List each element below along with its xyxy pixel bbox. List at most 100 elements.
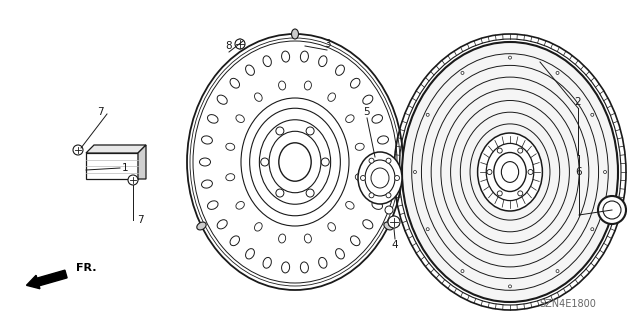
Ellipse shape — [202, 180, 212, 188]
Ellipse shape — [372, 201, 383, 209]
Ellipse shape — [328, 223, 335, 231]
Ellipse shape — [282, 51, 290, 62]
Ellipse shape — [335, 65, 344, 75]
Ellipse shape — [230, 236, 239, 246]
Ellipse shape — [236, 115, 244, 122]
Circle shape — [497, 191, 502, 196]
Ellipse shape — [279, 143, 311, 181]
Ellipse shape — [200, 158, 211, 166]
Ellipse shape — [207, 115, 218, 123]
Circle shape — [487, 169, 492, 174]
Circle shape — [73, 145, 83, 155]
Ellipse shape — [319, 56, 327, 67]
Text: 4: 4 — [392, 240, 398, 250]
Ellipse shape — [202, 136, 212, 144]
Ellipse shape — [226, 143, 235, 150]
Circle shape — [591, 113, 594, 116]
Circle shape — [518, 191, 523, 196]
Text: 7: 7 — [137, 215, 143, 225]
Ellipse shape — [305, 234, 312, 243]
Ellipse shape — [236, 202, 244, 209]
Ellipse shape — [187, 34, 403, 290]
Ellipse shape — [355, 143, 364, 150]
Circle shape — [386, 193, 391, 198]
Text: 3: 3 — [324, 39, 330, 49]
Ellipse shape — [291, 29, 298, 39]
Ellipse shape — [255, 93, 262, 101]
Circle shape — [413, 170, 417, 174]
Circle shape — [528, 169, 533, 174]
Ellipse shape — [363, 220, 373, 229]
Ellipse shape — [207, 201, 218, 209]
Circle shape — [556, 71, 559, 74]
Ellipse shape — [402, 42, 618, 302]
Ellipse shape — [263, 56, 271, 67]
Ellipse shape — [335, 249, 344, 259]
Text: 8: 8 — [226, 41, 232, 51]
Ellipse shape — [278, 234, 285, 243]
Ellipse shape — [217, 220, 227, 229]
Ellipse shape — [246, 249, 255, 259]
Ellipse shape — [477, 133, 543, 211]
Circle shape — [604, 170, 607, 174]
Circle shape — [306, 189, 314, 197]
Circle shape — [598, 196, 626, 224]
Ellipse shape — [230, 78, 239, 88]
Circle shape — [235, 39, 245, 49]
Ellipse shape — [300, 51, 308, 62]
Circle shape — [260, 158, 269, 166]
Circle shape — [369, 193, 374, 198]
Polygon shape — [236, 39, 244, 49]
Ellipse shape — [351, 78, 360, 88]
Ellipse shape — [255, 223, 262, 231]
Ellipse shape — [226, 174, 235, 181]
Circle shape — [386, 158, 391, 163]
Text: 2: 2 — [575, 97, 581, 107]
Circle shape — [556, 270, 559, 272]
Circle shape — [276, 127, 284, 135]
Circle shape — [276, 189, 284, 197]
Ellipse shape — [378, 136, 388, 144]
Text: 1: 1 — [122, 163, 128, 173]
Text: 7: 7 — [97, 107, 103, 117]
Circle shape — [388, 216, 400, 228]
Ellipse shape — [305, 81, 312, 90]
Text: SZN4E1800: SZN4E1800 — [540, 299, 596, 309]
Ellipse shape — [378, 180, 388, 188]
Circle shape — [369, 158, 374, 163]
FancyArrow shape — [26, 270, 67, 289]
Ellipse shape — [263, 257, 271, 268]
Ellipse shape — [282, 262, 290, 273]
Text: 5: 5 — [364, 107, 371, 117]
Ellipse shape — [217, 95, 227, 104]
Circle shape — [509, 285, 511, 288]
Ellipse shape — [346, 202, 354, 209]
Ellipse shape — [363, 95, 373, 104]
Bar — [86, 153, 138, 179]
Circle shape — [128, 175, 138, 185]
Text: 6: 6 — [576, 167, 582, 177]
Polygon shape — [86, 145, 146, 153]
Circle shape — [461, 71, 464, 74]
Polygon shape — [138, 145, 146, 179]
Circle shape — [360, 175, 365, 181]
Ellipse shape — [328, 93, 335, 101]
Circle shape — [591, 228, 594, 231]
Ellipse shape — [196, 222, 206, 230]
Circle shape — [385, 206, 393, 214]
Circle shape — [394, 175, 399, 181]
Polygon shape — [389, 216, 399, 228]
Ellipse shape — [351, 236, 360, 246]
Ellipse shape — [300, 262, 308, 273]
Circle shape — [306, 127, 314, 135]
Ellipse shape — [380, 158, 390, 166]
Circle shape — [461, 270, 464, 272]
Circle shape — [426, 228, 429, 231]
Ellipse shape — [384, 222, 393, 230]
Ellipse shape — [346, 115, 354, 122]
Circle shape — [497, 148, 502, 153]
Ellipse shape — [319, 257, 327, 268]
Circle shape — [509, 56, 511, 59]
Ellipse shape — [246, 65, 255, 75]
Ellipse shape — [372, 115, 383, 123]
